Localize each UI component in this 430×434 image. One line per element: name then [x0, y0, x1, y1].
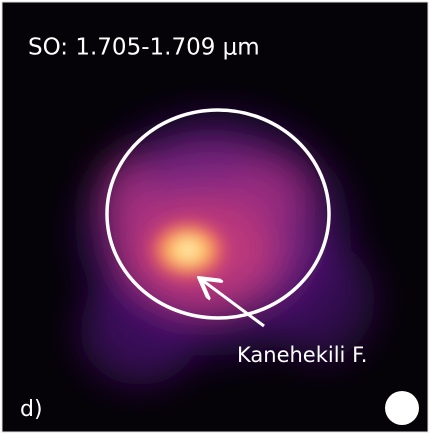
wavelength-label: SO: 1.705-1.709 μm	[28, 35, 260, 61]
figure-panel: SO: 1.705-1.709 μm Kanehekili F. d)	[0, 0, 430, 434]
page: SO: 1.705-1.709 μm Kanehekili F. d) (() …	[0, 0, 430, 434]
beam-size	[385, 391, 419, 425]
panel-label: d)	[20, 397, 43, 422]
hot-spot	[146, 218, 230, 282]
feature-label: Kanehekili F.	[237, 343, 367, 367]
